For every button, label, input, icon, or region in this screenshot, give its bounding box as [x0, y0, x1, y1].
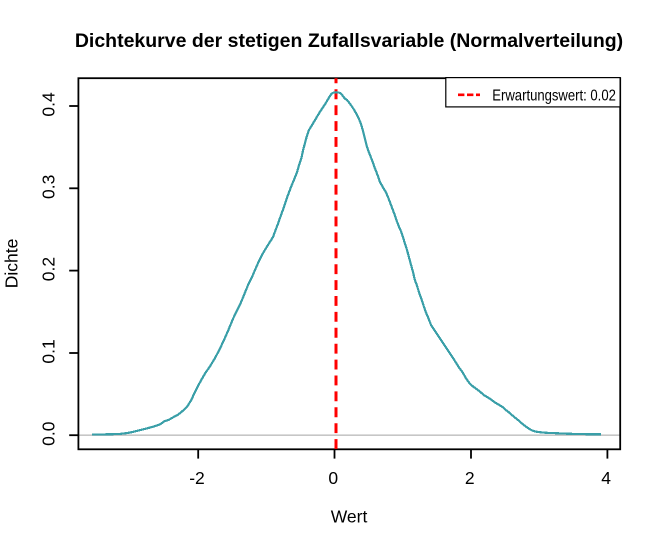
svg-text:-2: -2	[189, 468, 205, 488]
svg-text:Dichtekurve der stetigen Zufal: Dichtekurve der stetigen Zufallsvariable…	[75, 30, 623, 52]
svg-text:0.2: 0.2	[39, 257, 59, 281]
svg-text:2: 2	[465, 468, 475, 488]
svg-text:4: 4	[601, 468, 611, 488]
svg-text:Wert: Wert	[331, 507, 368, 527]
svg-text:Dichte: Dichte	[2, 239, 22, 289]
svg-text:Erwartungswert: 0.02: Erwartungswert: 0.02	[492, 87, 616, 104]
svg-text:0.0: 0.0	[39, 421, 59, 446]
svg-text:0.4: 0.4	[39, 92, 59, 117]
svg-text:0.3: 0.3	[39, 175, 59, 199]
svg-text:0: 0	[328, 468, 338, 488]
svg-text:0.1: 0.1	[39, 339, 59, 363]
